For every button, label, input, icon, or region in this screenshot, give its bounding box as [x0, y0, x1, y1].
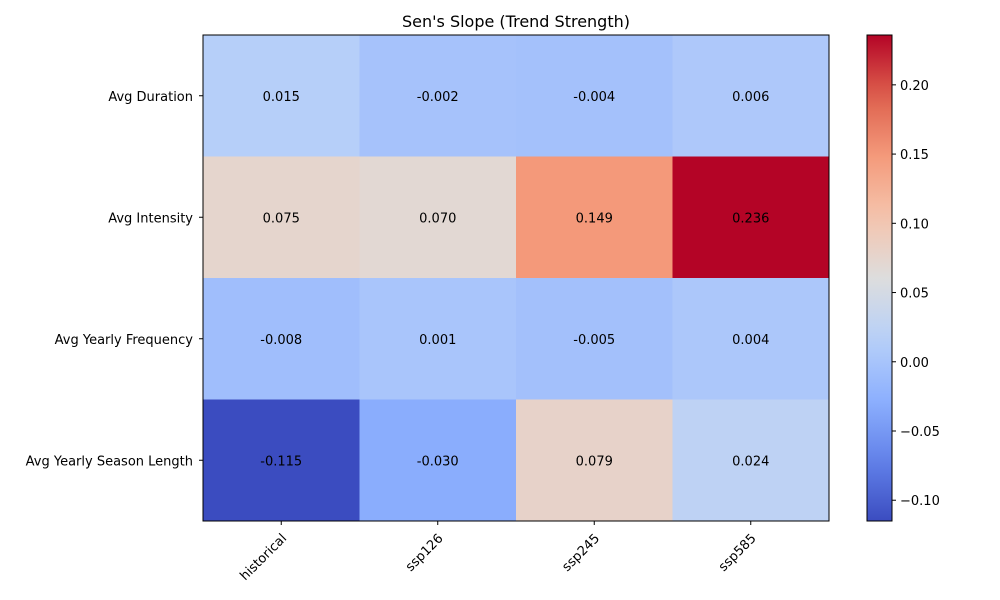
heatmap-cell: [672, 399, 830, 522]
heatmap-cell: [203, 399, 360, 522]
heatmap-cell: [203, 278, 360, 400]
y-tick-label: Avg Intensity: [108, 211, 193, 226]
heatmap-cell: [672, 156, 830, 279]
heatmap-cell-labels: 0.015 -0.002 -0.004 0.006 0.075 0.070 0.149 0.2…: [260, 90, 769, 470]
cell-value-label: -0.002: [417, 90, 459, 105]
cell-value-label: 0.004: [732, 333, 769, 348]
heatmap-cell: [359, 156, 517, 279]
colorbar-tick-label: 0.00: [900, 356, 929, 371]
cell-value-label: 0.001: [419, 333, 456, 348]
y-axis: Avg Duration Avg Intensity Avg Yearly Freq…: [26, 90, 203, 469]
y-tick-label: Avg Yearly Season Length: [26, 454, 193, 469]
colorbar-gradient: [866, 34, 893, 522]
heatmap-cell: [672, 278, 830, 400]
colorbar-tick-label: 0.20: [900, 79, 929, 94]
y-tick-label: Avg Duration: [108, 90, 193, 105]
heatmap-cell: [516, 399, 673, 522]
x-tick-label: historical: [237, 531, 290, 584]
cell-value-label: 0.015: [263, 90, 300, 105]
heatmap-cell: [359, 399, 517, 522]
cell-value-label: 0.024: [732, 454, 769, 469]
cell-value-label: -0.005: [573, 333, 615, 348]
colorbar-tick-label: 0.15: [900, 148, 929, 163]
heatmap-cell: [359, 278, 517, 400]
heatmap-cell: [516, 35, 673, 157]
x-tick-label: ssp126: [403, 531, 447, 575]
heatmap-cell: [359, 35, 517, 157]
heatmap-cell: [516, 156, 673, 279]
chart-title: Sen's Slope (Trend Strength): [402, 12, 630, 31]
heatmap-cell: [672, 35, 830, 157]
cell-value-label: 0.070: [419, 211, 456, 226]
cell-value-label: -0.030: [417, 454, 459, 469]
cell-value-label: 0.149: [576, 211, 613, 226]
cell-value-label: 0.075: [263, 211, 300, 226]
cell-value-label: -0.115: [260, 454, 302, 469]
heatmap-cell: [203, 35, 360, 157]
plot-frame: [202, 34, 830, 522]
x-axis: historical ssp126 ssp245 ssp585: [237, 521, 760, 584]
cell-value-label: 0.236: [732, 211, 769, 226]
x-tick-label: ssp245: [560, 531, 604, 575]
cell-value-label: -0.004: [573, 90, 615, 105]
colorbar-tick-label: 0.10: [900, 217, 929, 232]
colorbar: −0.10 −0.05 0.00 0.05 0.10 0.15 0.20: [866, 34, 940, 522]
x-tick-label: ssp585: [716, 531, 760, 575]
y-tick-label: Avg Yearly Frequency: [55, 333, 194, 348]
colorbar-tick-label: 0.05: [900, 287, 929, 302]
colorbar-tick-label: −0.05: [900, 425, 940, 440]
colorbar-tick-label: −0.10: [900, 494, 940, 509]
heatmap-cells: [203, 35, 830, 522]
cell-value-label: 0.006: [732, 90, 769, 105]
cell-value-label: -0.008: [260, 333, 302, 348]
cell-value-label: 0.079: [576, 454, 613, 469]
heatmap-cell: [203, 156, 360, 279]
heatmap-cell: [516, 278, 673, 400]
